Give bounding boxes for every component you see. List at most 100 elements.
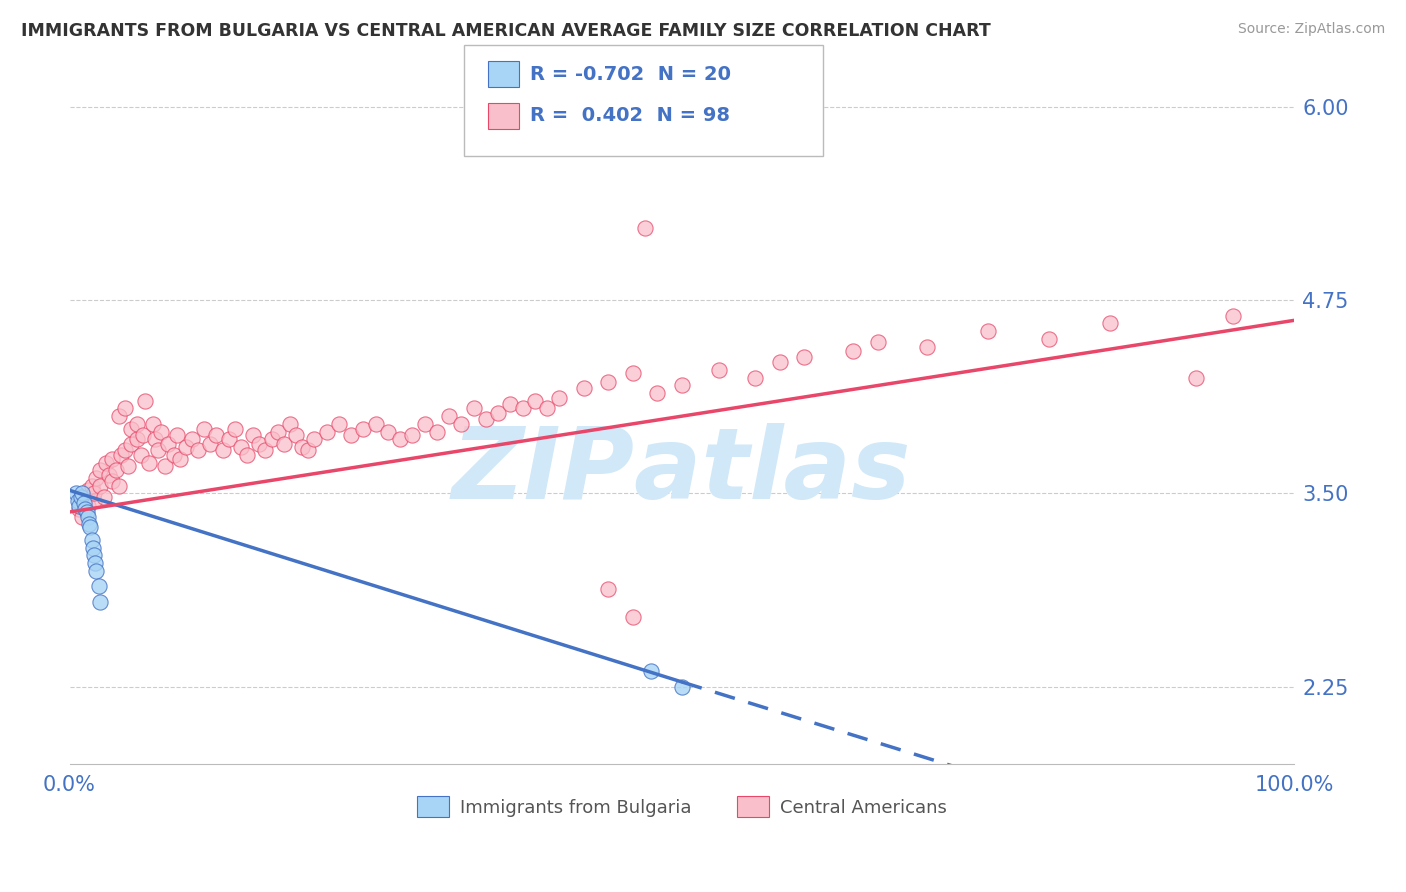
Point xyxy=(77,509,100,524)
Point xyxy=(536,401,558,416)
Point xyxy=(512,401,534,416)
Point xyxy=(340,427,363,442)
Text: ZIP​atlas: ZIP​atlas xyxy=(451,424,911,520)
Point xyxy=(169,452,191,467)
Point xyxy=(291,440,314,454)
Point xyxy=(69,490,91,504)
Point xyxy=(143,433,166,447)
Point xyxy=(247,437,270,451)
Point xyxy=(377,425,399,439)
Point xyxy=(97,467,120,482)
Point xyxy=(75,501,97,516)
Point xyxy=(84,556,107,570)
Point xyxy=(86,564,108,578)
Point xyxy=(744,370,766,384)
Point xyxy=(1222,309,1244,323)
Point xyxy=(671,680,693,694)
Point xyxy=(224,421,246,435)
Point xyxy=(96,456,118,470)
Point xyxy=(73,496,96,510)
Point xyxy=(364,417,387,431)
Point xyxy=(598,582,620,597)
Point xyxy=(67,494,90,508)
Point xyxy=(304,433,326,447)
Point xyxy=(486,406,509,420)
Point xyxy=(87,579,110,593)
Point xyxy=(621,610,644,624)
Point xyxy=(707,363,730,377)
Point xyxy=(842,344,865,359)
Point xyxy=(254,443,277,458)
Point xyxy=(67,499,90,513)
Point xyxy=(328,417,350,431)
Point xyxy=(499,397,522,411)
Point xyxy=(523,393,546,408)
Point xyxy=(77,499,100,513)
Point xyxy=(79,520,101,534)
Point xyxy=(640,664,662,678)
Point xyxy=(315,425,337,439)
Point xyxy=(915,340,938,354)
Point xyxy=(401,427,423,442)
Point xyxy=(236,448,259,462)
Point xyxy=(977,324,1000,338)
Point xyxy=(89,479,111,493)
Point xyxy=(125,417,148,431)
Point xyxy=(352,421,374,435)
Point xyxy=(200,437,222,451)
Point xyxy=(146,443,169,458)
Text: R =  0.402  N = 98: R = 0.402 N = 98 xyxy=(530,106,730,126)
Point xyxy=(77,517,100,532)
Point xyxy=(645,386,668,401)
Point xyxy=(769,355,792,369)
Point xyxy=(129,448,152,462)
Point xyxy=(120,437,142,451)
Point xyxy=(475,412,498,426)
Point xyxy=(67,501,90,516)
Point xyxy=(634,220,657,235)
Point xyxy=(437,409,460,424)
Point xyxy=(162,448,184,462)
Point xyxy=(1185,370,1208,384)
Point xyxy=(107,409,129,424)
Point xyxy=(134,393,156,408)
Point xyxy=(285,427,308,442)
Point xyxy=(82,541,104,555)
Point xyxy=(70,486,93,500)
Point xyxy=(120,421,142,435)
Point xyxy=(80,479,103,493)
Point xyxy=(132,427,155,442)
Point xyxy=(93,490,115,504)
Point xyxy=(83,494,105,508)
Point xyxy=(107,479,129,493)
Point xyxy=(413,417,436,431)
Point xyxy=(114,443,136,458)
Point xyxy=(101,452,124,467)
Point xyxy=(80,533,103,547)
Point xyxy=(389,433,412,447)
Point xyxy=(297,443,319,458)
Point xyxy=(205,427,228,442)
Point xyxy=(242,427,264,442)
Point xyxy=(117,458,139,473)
Point xyxy=(125,433,148,447)
Point xyxy=(89,594,111,608)
Point xyxy=(548,391,571,405)
Point xyxy=(166,427,188,442)
Point xyxy=(86,471,108,485)
Point xyxy=(260,433,283,447)
Point xyxy=(65,486,87,500)
Point xyxy=(793,351,815,365)
Point xyxy=(218,433,240,447)
Point xyxy=(138,456,160,470)
Point xyxy=(73,490,96,504)
Point xyxy=(142,417,165,431)
Point xyxy=(110,448,132,462)
Point xyxy=(463,401,485,416)
Point xyxy=(450,417,472,431)
Point xyxy=(426,425,449,439)
Point xyxy=(70,509,93,524)
Point xyxy=(181,433,204,447)
Point xyxy=(1099,317,1122,331)
Legend: Immigrants from Bulgaria, Central Americans: Immigrants from Bulgaria, Central Americ… xyxy=(409,789,955,824)
